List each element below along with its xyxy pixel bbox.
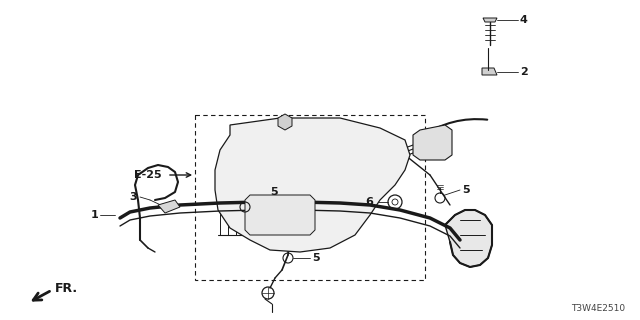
Text: T3W4E2510: T3W4E2510 [571, 304, 625, 313]
Text: 2: 2 [520, 67, 528, 77]
Polygon shape [482, 68, 497, 75]
Polygon shape [413, 125, 452, 160]
Text: 5: 5 [312, 253, 319, 263]
Text: 5: 5 [462, 185, 470, 195]
Text: 4: 4 [520, 15, 528, 25]
Text: 3: 3 [129, 192, 137, 202]
Text: FR.: FR. [55, 283, 78, 295]
Text: 5: 5 [270, 187, 278, 197]
Polygon shape [278, 114, 292, 130]
Polygon shape [445, 210, 492, 267]
Polygon shape [483, 18, 497, 22]
Text: E-25: E-25 [134, 170, 162, 180]
Bar [195, 115, 425, 280]
Polygon shape [245, 195, 315, 235]
Polygon shape [158, 200, 180, 213]
Text: 1: 1 [90, 210, 98, 220]
Text: 6: 6 [365, 197, 373, 207]
Polygon shape [215, 118, 410, 252]
